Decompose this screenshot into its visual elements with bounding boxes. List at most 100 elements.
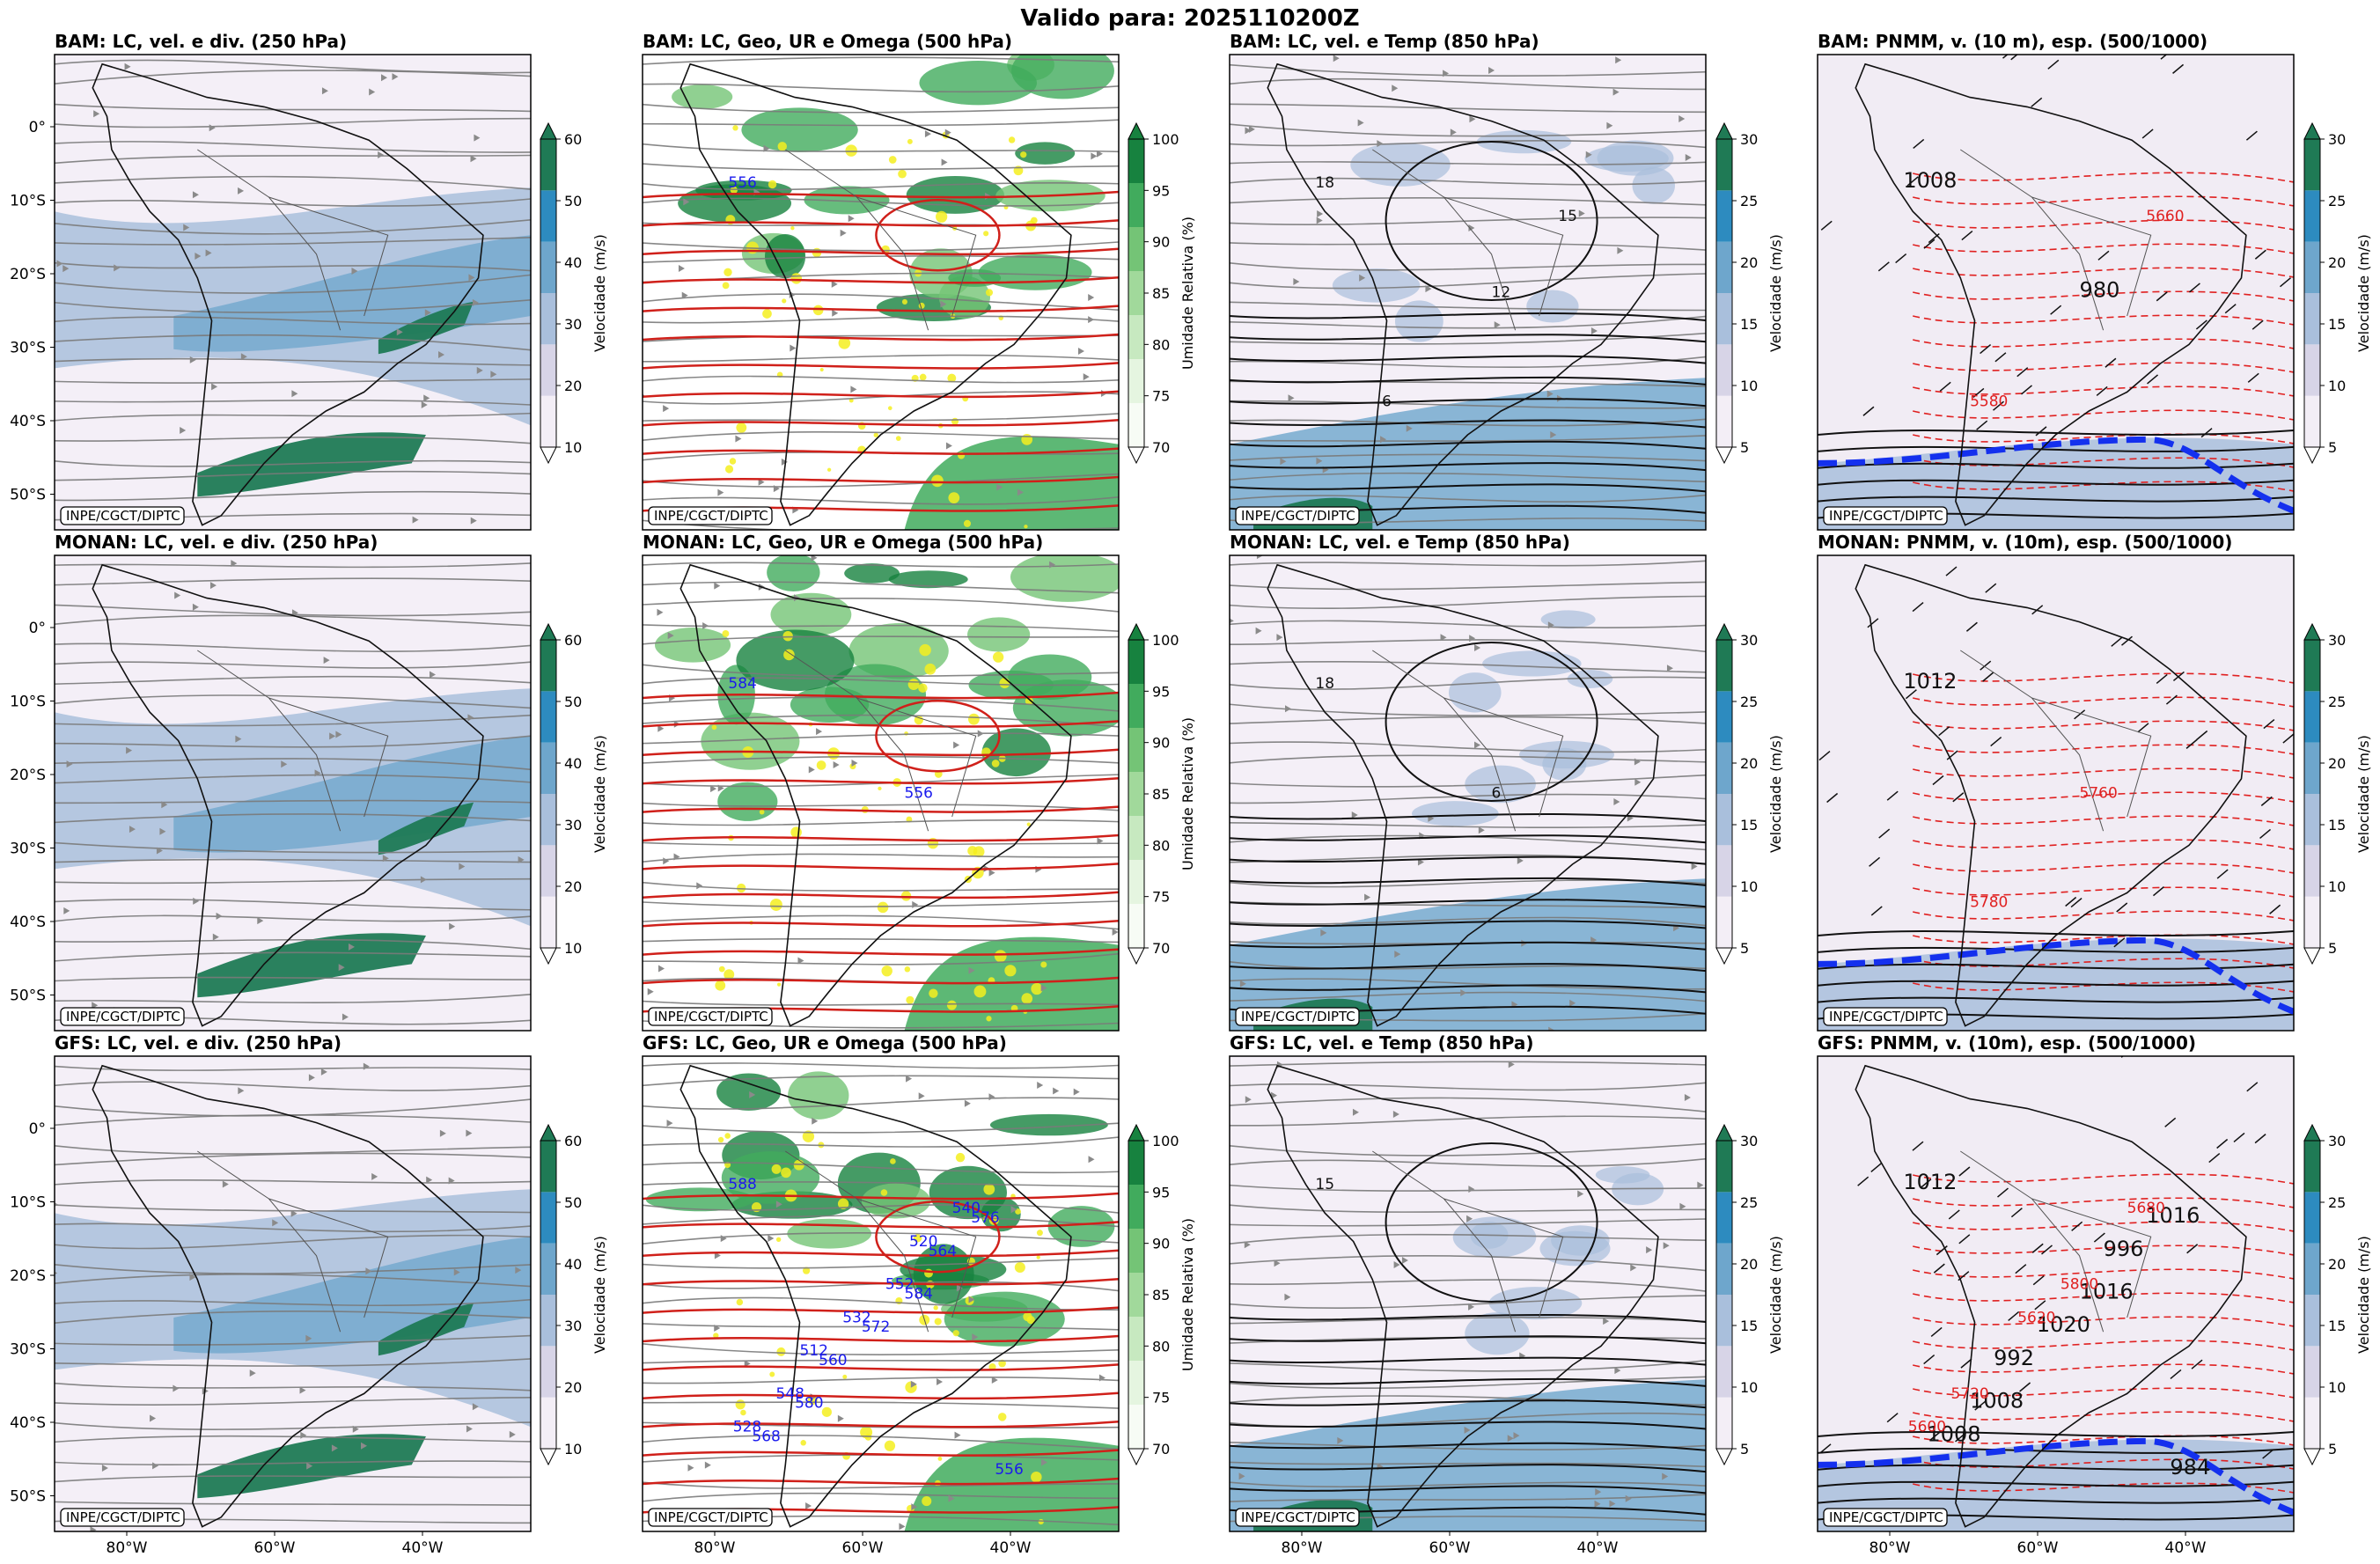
streamline — [55, 604, 531, 617]
wind-barb — [2113, 937, 2126, 948]
temperature-contour — [1385, 1142, 1598, 1303]
streamline-arrow — [1468, 1186, 1475, 1193]
colorbar-tick-label: 90 — [1152, 735, 1170, 752]
thickness-contour — [1913, 1197, 2294, 1208]
omega-dot — [985, 289, 994, 297]
colorbar-tick-label: 10 — [564, 1441, 582, 1458]
colorbar-label: Velocidade (m/s) — [2355, 735, 2372, 853]
contour-label: 552 — [885, 1276, 914, 1294]
streamline-arrow — [1401, 1257, 1408, 1265]
streamline-arrow — [1613, 797, 1620, 805]
streamline-arrow — [365, 1267, 372, 1275]
colorbar-tick-label: 15 — [2328, 817, 2346, 833]
streamline-arrow — [1663, 1242, 1670, 1250]
colorbar-tick-label: 15 — [1740, 817, 1758, 833]
streamline-arrow — [658, 965, 665, 973]
streamline-arrow — [735, 435, 742, 443]
streamline-arrow — [371, 1172, 378, 1180]
coastline — [679, 563, 1072, 1027]
isobar — [1818, 479, 2294, 486]
colorbar-swatch — [1128, 904, 1144, 948]
streamline-arrow — [763, 144, 770, 152]
thickness-contour — [1913, 1221, 2294, 1232]
streamline-arrow — [768, 1234, 775, 1242]
wind-barb — [2208, 1153, 2221, 1164]
colorbar: 10 20 30 40 50 60 Velocidade (m/s) — [540, 121, 608, 465]
temperature-contour — [1385, 642, 1598, 802]
isobar — [1818, 1447, 2294, 1454]
colorbar-label: Velocidade (m/s) — [591, 1236, 608, 1354]
streamline — [1230, 1233, 1706, 1245]
wind-barb — [1938, 726, 1950, 737]
streamline-arrow — [231, 560, 238, 568]
colorbar-swatch — [1716, 640, 1732, 692]
colorbar-swatch — [1716, 190, 1732, 242]
omega-dot — [736, 1298, 744, 1306]
contour-label: 5760 — [2080, 784, 2118, 802]
streamline — [643, 853, 1119, 863]
streamline-arrow — [717, 488, 724, 496]
streamline-arrow — [1317, 209, 1324, 217]
humidity-patch — [948, 268, 1002, 287]
streamline — [1230, 1184, 1706, 1192]
omega-dot — [819, 367, 824, 372]
wind-barb — [2050, 305, 2062, 315]
streamline — [55, 1358, 531, 1367]
omega-dot — [913, 1234, 922, 1243]
streamline-arrow — [1614, 1367, 1621, 1375]
streamline-arrow — [663, 405, 670, 413]
jet-core — [378, 1303, 474, 1356]
longitude-tick-label: 40°W — [402, 1539, 444, 1557]
wind-barb — [2031, 97, 2043, 107]
streamline — [643, 315, 1119, 324]
thickness-contour — [1913, 696, 2294, 708]
colorbar-swatch — [1716, 293, 1732, 345]
geopotential-contour — [643, 362, 1119, 370]
colorbar-swatch — [2304, 1141, 2320, 1193]
streamline-arrow — [1595, 1488, 1602, 1496]
streamline-arrow — [222, 1180, 229, 1188]
streamline — [643, 1136, 1119, 1148]
wind-barb — [2280, 277, 2291, 288]
streamline — [643, 914, 1119, 930]
colorbar-swatch — [1716, 742, 1732, 794]
streamline — [55, 562, 531, 569]
humidity-patch — [919, 61, 1038, 106]
colorbar-swatch — [2304, 691, 2320, 743]
colorbar-swatch — [2304, 1346, 2320, 1398]
streamline-arrow — [953, 741, 960, 749]
colorbar-extend-arrow — [540, 1448, 557, 1466]
streamline-arrow — [968, 966, 975, 974]
latitude-tick-label: 0° — [29, 119, 46, 136]
credit-text: INPE/CGCT/DIPTC — [654, 1509, 768, 1525]
streamline-arrow — [657, 724, 665, 732]
wind-speed-patch — [1332, 268, 1421, 303]
streamline-arrow — [209, 124, 216, 132]
latitude-tick-label: 40°S — [10, 914, 46, 931]
wind-barb — [2065, 896, 2077, 907]
contour-label: 576 — [971, 1209, 999, 1227]
omega-dot — [878, 786, 882, 791]
omega-dot — [724, 1161, 731, 1169]
streamline-arrow — [320, 1068, 327, 1076]
coastline — [679, 62, 1072, 526]
streamline-arrow — [412, 516, 419, 524]
streamline — [643, 900, 1119, 908]
panel-title: GFS: LC, vel. e div. (250 hPa) — [55, 1032, 342, 1054]
contour-label: 5600 — [1908, 1419, 1946, 1436]
streamline-arrow — [1577, 1190, 1584, 1198]
streamline-arrow — [808, 766, 815, 774]
coastline — [92, 563, 484, 1027]
streamline — [643, 473, 1119, 488]
wind-barb — [1929, 1430, 1942, 1441]
streamline-arrow — [1697, 1181, 1704, 1189]
streamline — [643, 83, 1119, 93]
thickness-contour — [1913, 1363, 2294, 1375]
wind-barb — [1961, 230, 1973, 241]
latitude-tick-label: 30°S — [10, 340, 46, 357]
wind-barb — [1948, 1209, 1960, 1220]
wind-barb — [2196, 730, 2208, 741]
wind-barb — [1912, 1141, 1924, 1151]
map-panel-rh500: 584 556 INPE/CGCT/DIPTC MONAN: LC, Geo, UR … — [642, 532, 1196, 1032]
colorbar-tick-label: 10 — [2328, 1379, 2346, 1396]
